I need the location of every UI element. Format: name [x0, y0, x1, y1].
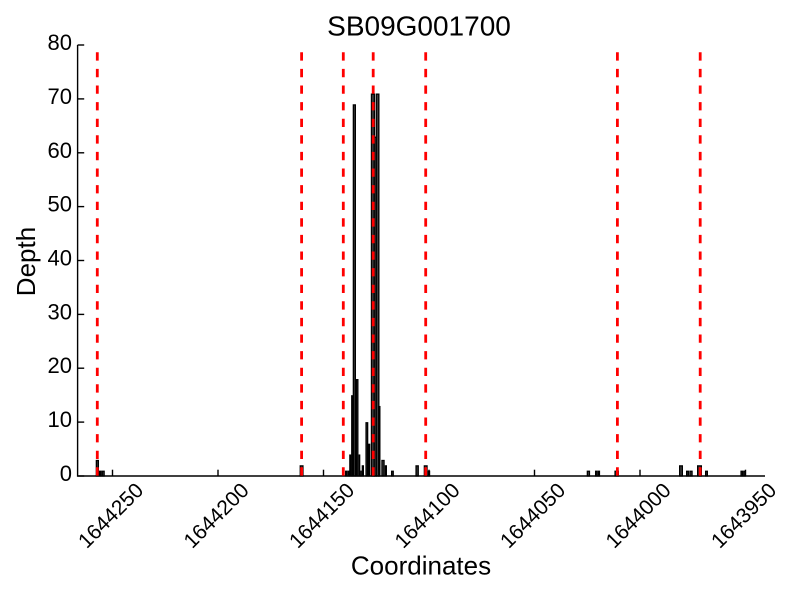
- svg-text:60: 60: [48, 138, 72, 163]
- svg-text:Coordinates: Coordinates: [351, 551, 491, 581]
- svg-text:0: 0: [60, 461, 72, 486]
- svg-text:30: 30: [48, 299, 72, 324]
- svg-text:SB09G001700: SB09G001700: [327, 11, 511, 42]
- svg-text:70: 70: [48, 84, 72, 109]
- svg-text:50: 50: [48, 192, 72, 217]
- svg-text:80: 80: [48, 30, 72, 55]
- svg-text:40: 40: [48, 246, 72, 271]
- svg-text:10: 10: [48, 407, 72, 432]
- svg-text:Depth: Depth: [11, 227, 41, 296]
- svg-text:20: 20: [48, 353, 72, 378]
